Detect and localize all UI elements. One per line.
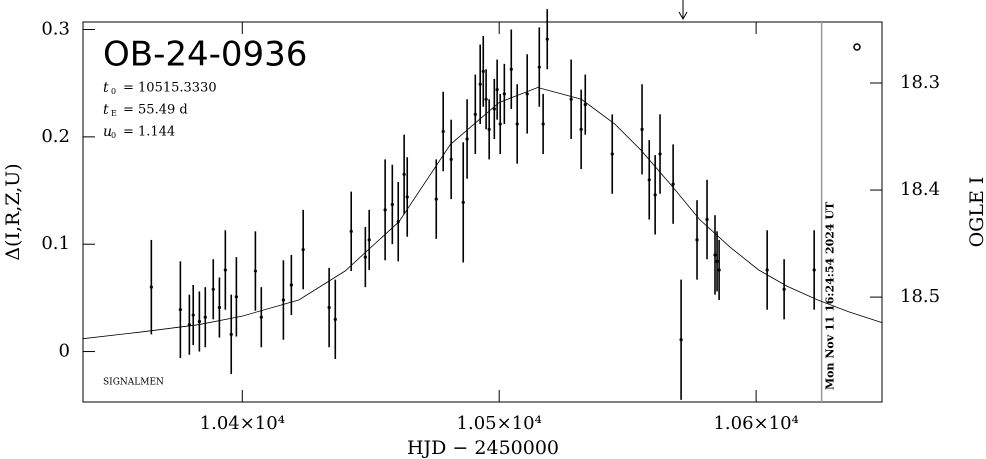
data-point — [223, 268, 227, 272]
data-point — [812, 268, 816, 272]
data-point — [610, 152, 614, 156]
chart-title: OB-24-0936 — [103, 35, 307, 75]
param-sub: E — [111, 109, 117, 118]
data-point — [498, 122, 502, 126]
data-point — [541, 122, 545, 126]
data-point — [461, 200, 465, 204]
data-point — [187, 323, 191, 327]
data-point — [449, 157, 453, 162]
data-point — [197, 319, 201, 324]
arrow-head — [678, 11, 688, 21]
data-point — [234, 295, 238, 299]
data-point — [765, 268, 769, 272]
data-point — [191, 313, 195, 317]
param-text: = 55.49 d — [123, 103, 188, 118]
x-axis-title: HJD − 2450000 — [407, 437, 559, 459]
y-axis-title: Δ(I,R,Z,U) — [2, 163, 24, 260]
note: SIGNALMEN — [103, 378, 164, 388]
symbol — [853, 43, 861, 51]
data-point — [579, 127, 583, 131]
data-point — [647, 178, 651, 182]
param-symbol: t — [103, 80, 109, 96]
data-point — [149, 285, 153, 289]
data-point — [178, 308, 182, 312]
data-point — [705, 217, 709, 222]
data-point — [363, 255, 367, 259]
data-point — [333, 317, 337, 321]
data-point — [658, 152, 662, 156]
data-point — [383, 208, 387, 212]
param-text: = 10515.3330 — [123, 81, 217, 96]
y2-tick-label: 18.5 — [900, 286, 940, 307]
param-text: = 1.144 — [123, 125, 175, 140]
data-point — [487, 127, 491, 131]
y-tick-label: 0.3 — [41, 19, 70, 40]
data-point — [782, 287, 786, 291]
data-point — [478, 82, 482, 86]
data-point — [679, 338, 683, 342]
data-point — [396, 220, 400, 224]
y2-tick-label: 18.3 — [900, 72, 940, 93]
data-point — [502, 92, 506, 96]
data-point — [509, 67, 513, 71]
data-point — [367, 238, 371, 242]
model-curve — [82, 87, 883, 340]
data-point — [495, 88, 499, 92]
data-point — [515, 122, 519, 126]
data-point — [211, 287, 215, 291]
x-tick-label: 1.04×10⁴ — [200, 413, 285, 434]
y-tick-label: 0 — [59, 341, 70, 362]
data-point — [434, 197, 438, 201]
data-point — [525, 92, 529, 96]
y2-tick-label: 18.4 — [900, 179, 940, 200]
plot-frame — [82, 21, 883, 403]
data-point — [390, 202, 394, 207]
param-symbol: t — [103, 102, 109, 118]
data-point — [402, 172, 406, 177]
data-point — [281, 298, 285, 302]
x-tick-label: 1.05×10⁴ — [457, 413, 542, 434]
param-symbol: u — [103, 124, 112, 140]
data-point — [484, 97, 488, 101]
data-point — [492, 107, 496, 111]
data-point — [301, 247, 305, 252]
data-point — [713, 253, 717, 257]
data-point — [327, 305, 331, 310]
data-point — [349, 229, 353, 233]
y-tick-label: 0.1 — [41, 233, 70, 254]
data-point — [217, 305, 222, 310]
data-point — [569, 97, 573, 101]
data-point — [229, 332, 233, 336]
data-point — [715, 259, 719, 263]
data-point — [473, 112, 477, 116]
data-point — [583, 103, 587, 107]
data-point — [203, 315, 207, 319]
y2-axis-title: OGLE I — [966, 177, 986, 248]
data-point — [253, 269, 257, 273]
param-sub: 0 — [111, 87, 116, 96]
data-point — [537, 65, 541, 69]
data-point — [465, 137, 469, 141]
data-point — [405, 195, 409, 199]
data-point — [671, 182, 675, 186]
date-label: Mon Nov 11 16:24:54 2024 UT — [824, 201, 837, 390]
x-tick-label: 1.06×10⁴ — [713, 413, 798, 434]
data-point — [640, 127, 644, 131]
data-point — [259, 315, 263, 319]
data-point — [481, 69, 485, 73]
data-point — [289, 283, 293, 287]
data-point — [441, 129, 445, 134]
param-sub: 0 — [111, 131, 116, 140]
data-point — [717, 268, 721, 272]
y-tick-label: 0.2 — [41, 126, 70, 147]
data-point — [653, 193, 657, 197]
data-point — [545, 37, 549, 41]
data-point — [695, 238, 699, 242]
